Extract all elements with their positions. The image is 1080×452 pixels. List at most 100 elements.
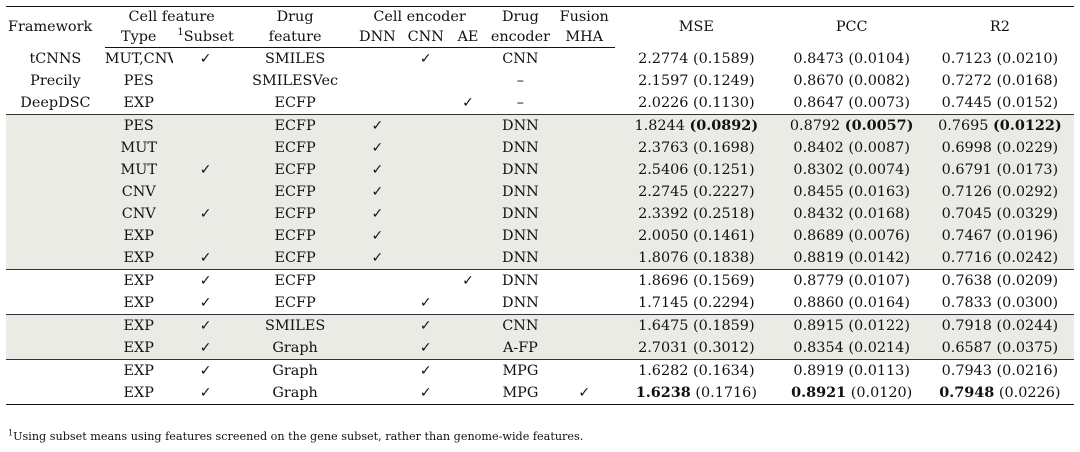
cell-pcc-sd: (0.0164) bbox=[848, 295, 910, 311]
cell-cnn bbox=[403, 137, 449, 159]
cell-r2: 0.6587 (0.0375) bbox=[925, 337, 1074, 360]
cell-ae bbox=[448, 48, 487, 71]
cell-r2: 0.7445 (0.0152) bbox=[926, 92, 1074, 115]
cell-subset: ✓ bbox=[172, 359, 239, 382]
cell-drug-feature: ECFP bbox=[238, 225, 352, 247]
cell-mse-sd: (0.2227) bbox=[693, 184, 755, 200]
cell-dnn bbox=[351, 382, 404, 405]
cell-pcc-value: 0.8473 bbox=[793, 50, 844, 67]
cell-mse-value: 2.7031 bbox=[638, 340, 689, 356]
cell-mha bbox=[553, 92, 615, 115]
cell-drug-feature: SMILES bbox=[265, 51, 326, 67]
cell-drug-encoder: DNN bbox=[487, 203, 554, 225]
cell-r2-value: 0.7638 bbox=[941, 273, 992, 289]
cell-subset bbox=[173, 92, 239, 115]
cell-mse: 2.5406 (0.1251) bbox=[615, 159, 778, 181]
cell-mha bbox=[553, 137, 616, 159]
cell-mse: 2.3392 (0.2518) bbox=[615, 203, 778, 225]
cell-cnn bbox=[403, 203, 449, 225]
cell-ae bbox=[448, 225, 488, 247]
cell-ae bbox=[448, 114, 488, 137]
cell-dnn: ✓ bbox=[351, 114, 404, 137]
cell-cnn bbox=[403, 70, 448, 92]
cell-type: PES bbox=[104, 114, 173, 137]
cell-r2-value: 0.7123 bbox=[941, 50, 992, 67]
cell-r2-value: 0.7272 bbox=[941, 73, 992, 89]
cell-drug-feature: ECFP bbox=[238, 269, 352, 292]
cell-r2-sd: (0.0292) bbox=[996, 184, 1059, 200]
cell-mse-value: 1.7145 bbox=[638, 295, 689, 311]
cell-pcc: 0.8432 (0.0168) bbox=[777, 203, 926, 225]
cell-ae bbox=[448, 181, 488, 203]
cell-cnn bbox=[403, 114, 449, 137]
table-row: MUT ✓ ECFP ✓ DNN 2.5406 (0.1251) 0.8302 (0.007… bbox=[6, 159, 1074, 181]
table-row: PES ECFP ✓ DNN 1.8244 (0.0892) 0.8792 (0.0057… bbox=[6, 114, 1074, 137]
header-cnn: CNN bbox=[403, 27, 449, 48]
table-row: CNV ✓ ECFP ✓ DNN 2.3392 (0.2518) 0.8432 (0.016… bbox=[6, 203, 1074, 225]
cell-subset: ✓ bbox=[199, 295, 212, 311]
cell-r2-value: 0.7445 bbox=[941, 95, 992, 111]
cell-pcc: 0.8792 (0.0057) bbox=[777, 114, 926, 137]
cell-drug-feature: ECFP bbox=[238, 181, 352, 203]
table-header: Framework Cell feature Drug Cell encoder… bbox=[6, 6, 1074, 48]
cell-r2-value: 0.7948 bbox=[939, 384, 995, 401]
header-pcc: PCC bbox=[777, 6, 926, 48]
cell-drug-encoder: DNN bbox=[487, 114, 554, 137]
table-row: DeepDSC EXP ECFP ✓ –2.0226 (0.1130) 0.8647 (0… bbox=[6, 92, 1074, 115]
cell-mha: ✓ bbox=[553, 382, 616, 405]
cell-mse-sd: (0.1251) bbox=[693, 162, 755, 178]
cell-mse: 1.6238 (0.1716) bbox=[615, 382, 778, 405]
cell-framework bbox=[6, 314, 105, 337]
cell-mse: 1.8696 (0.1569) bbox=[615, 269, 778, 292]
cell-r2: 0.7467 (0.0196) bbox=[925, 225, 1074, 247]
cell-r2-value: 0.7467 bbox=[941, 228, 992, 244]
cell-r2-sd: (0.0300) bbox=[996, 295, 1059, 311]
cell-mse: 2.2745 (0.2227) bbox=[615, 181, 778, 203]
cell-cnn bbox=[403, 269, 449, 292]
cell-pcc-value: 0.8860 bbox=[793, 295, 844, 311]
cell-drug-encoder: MPG bbox=[487, 382, 554, 405]
cell-mse-sd: (0.1589) bbox=[693, 50, 755, 67]
cell-mse-value: 2.0226 bbox=[638, 95, 689, 111]
cell-cnn bbox=[403, 225, 449, 247]
table-row: EXP ECFP ✓ DNN 2.0050 (0.1461) 0.8689 (0.0076… bbox=[6, 225, 1074, 247]
cell-pcc-sd: (0.0087) bbox=[848, 140, 910, 156]
cell-mse-value: 2.5406 bbox=[638, 162, 689, 178]
header-r2: R2 bbox=[925, 6, 1074, 48]
cell-mha bbox=[553, 269, 616, 292]
table-row: EXP ✓ ECFP ✓ DNN 1.7145 (0.2294) 0.8860 (0.016… bbox=[6, 292, 1074, 315]
cell-pcc-value: 0.8455 bbox=[793, 184, 844, 200]
results-table-container: Framework Cell feature Drug Cell encoder… bbox=[6, 6, 1074, 405]
header-cell-feature: Cell feature bbox=[104, 6, 239, 27]
cell-type: EXP bbox=[104, 225, 173, 247]
table-row: EXP ✓ Graph ✓ A-FP 2.7031 (0.3012) 0.8354 (0.0… bbox=[6, 337, 1074, 360]
cell-r2-value: 0.7695 bbox=[938, 118, 989, 134]
cell-mse: 1.7145 (0.2294) bbox=[615, 292, 778, 315]
cell-dnn: ✓ bbox=[351, 225, 404, 247]
cell-dnn: ✓ bbox=[351, 247, 404, 270]
cell-mha bbox=[553, 114, 616, 137]
cell-mse-value: 2.3392 bbox=[638, 206, 689, 222]
table-row: CNV ECFP ✓ DNN 2.2745 (0.2227) 0.8455 (0.0163… bbox=[6, 181, 1074, 203]
cell-pcc-value: 0.8302 bbox=[793, 162, 844, 178]
cell-pcc-value: 0.8915 bbox=[793, 318, 844, 334]
cell-r2-value: 0.6587 bbox=[941, 340, 992, 356]
cell-mse-sd: (0.1130) bbox=[693, 95, 755, 111]
cell-pcc-sd: (0.0107) bbox=[848, 273, 910, 289]
cell-mse-value: 2.2774 bbox=[638, 50, 689, 67]
cell-mse: 2.2774 (0.1589) bbox=[615, 48, 778, 71]
cell-pcc: 0.8670 (0.0082) bbox=[778, 70, 926, 92]
cell-pcc-sd: (0.0104) bbox=[848, 50, 910, 67]
cell-mse-sd: (0.1249) bbox=[693, 73, 755, 89]
cell-pcc-sd: (0.0120) bbox=[850, 385, 913, 401]
cell-type: EXP bbox=[123, 95, 154, 111]
cell-mse: 2.7031 (0.3012) bbox=[615, 337, 778, 360]
cell-r2-sd: (0.0209) bbox=[996, 273, 1059, 289]
cell-r2: 0.7716 (0.0242) bbox=[925, 247, 1074, 270]
cell-pcc-sd: (0.0073) bbox=[848, 95, 910, 111]
cell-framework: DeepDSC bbox=[20, 95, 91, 111]
cell-ae bbox=[448, 314, 488, 337]
cell-cnn bbox=[403, 247, 449, 270]
cell-pcc-value: 0.8689 bbox=[793, 228, 844, 244]
cell-r2-value: 0.7833 bbox=[941, 295, 992, 311]
